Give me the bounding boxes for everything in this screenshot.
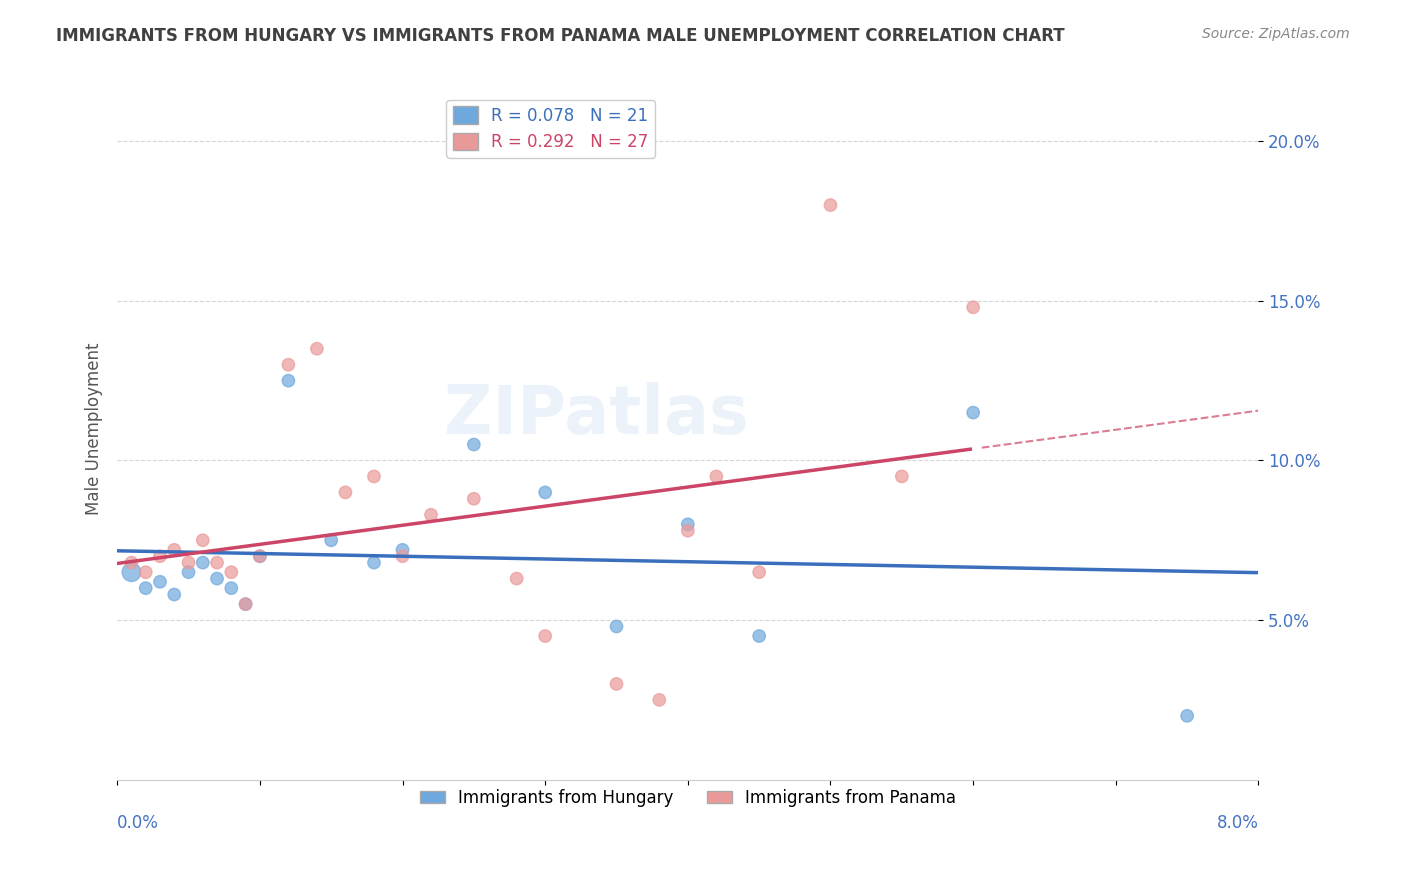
Point <box>235 597 257 611</box>
Point <box>962 300 984 314</box>
Point <box>605 619 627 633</box>
Point <box>177 556 200 570</box>
Text: ZIPatlas: ZIPatlas <box>444 382 749 448</box>
Point <box>277 374 299 388</box>
Point <box>305 342 328 356</box>
Point <box>120 556 142 570</box>
Point <box>149 549 172 564</box>
Point <box>706 469 728 483</box>
Point <box>191 533 214 548</box>
Point <box>363 556 385 570</box>
Point <box>221 565 243 579</box>
Point <box>391 549 413 564</box>
Point <box>277 358 299 372</box>
Point <box>120 565 142 579</box>
Text: 8.0%: 8.0% <box>1216 814 1258 832</box>
Point <box>420 508 443 522</box>
Point <box>820 198 842 212</box>
Point <box>335 485 357 500</box>
Point <box>463 437 485 451</box>
Text: 0.0%: 0.0% <box>117 814 159 832</box>
Point <box>890 469 912 483</box>
Point <box>505 572 527 586</box>
Point <box>676 517 699 532</box>
Point <box>962 406 984 420</box>
Point <box>177 565 200 579</box>
Point <box>221 581 243 595</box>
Point <box>135 565 157 579</box>
Point <box>391 542 413 557</box>
Point <box>149 574 172 589</box>
Text: Source: ZipAtlas.com: Source: ZipAtlas.com <box>1202 27 1350 41</box>
Point <box>463 491 485 506</box>
Point <box>205 572 228 586</box>
Point <box>534 485 557 500</box>
Point <box>363 469 385 483</box>
Point <box>648 693 671 707</box>
Point <box>235 597 257 611</box>
Y-axis label: Male Unemployment: Male Unemployment <box>86 343 103 515</box>
Point <box>321 533 343 548</box>
Point <box>249 549 271 564</box>
Point <box>163 542 186 557</box>
Text: IMMIGRANTS FROM HUNGARY VS IMMIGRANTS FROM PANAMA MALE UNEMPLOYMENT CORRELATION : IMMIGRANTS FROM HUNGARY VS IMMIGRANTS FR… <box>56 27 1064 45</box>
Point <box>163 588 186 602</box>
Point <box>534 629 557 643</box>
Legend: Immigrants from Hungary, Immigrants from Panama: Immigrants from Hungary, Immigrants from… <box>413 782 963 814</box>
Point <box>1175 709 1198 723</box>
Point <box>205 556 228 570</box>
Point <box>605 677 627 691</box>
Point <box>135 581 157 595</box>
Point <box>191 556 214 570</box>
Point <box>249 549 271 564</box>
Point <box>676 524 699 538</box>
Point <box>748 565 770 579</box>
Point <box>748 629 770 643</box>
